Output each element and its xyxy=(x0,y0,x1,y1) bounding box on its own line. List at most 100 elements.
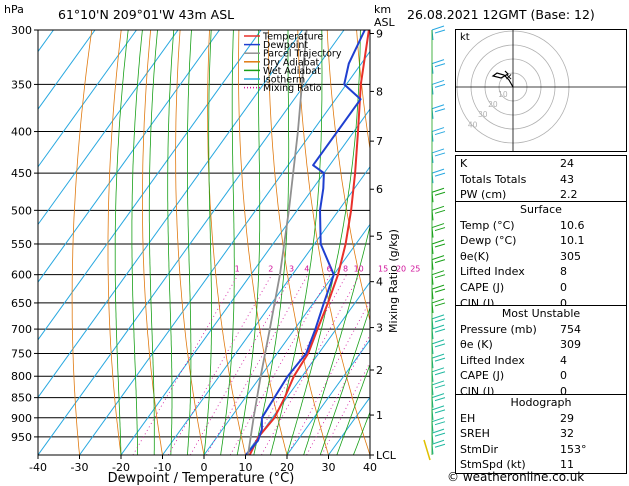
pressure-label: 550 xyxy=(11,238,32,251)
temperature-label: 0 xyxy=(201,461,208,474)
dewpoint-line xyxy=(245,30,366,455)
location-title: 61°10'N 209°01'W 43m ASL xyxy=(58,7,235,22)
table-row: SREH 32 xyxy=(456,426,626,442)
legend-label: Parcel Trajectory xyxy=(263,49,342,60)
legend-label: Isotherm xyxy=(263,75,305,86)
mixing-ratio-label: 15 xyxy=(378,265,388,274)
row-value: 305 xyxy=(560,249,581,263)
isotherm-line xyxy=(38,30,96,111)
wind-barb xyxy=(434,227,446,232)
mixing-ratio-line xyxy=(321,361,370,455)
wind-barb xyxy=(431,104,445,110)
row-value: 2.2 xyxy=(560,188,578,202)
pressure-label: 400 xyxy=(11,126,32,139)
isotherm-line xyxy=(162,165,370,455)
row-value: 10.6 xyxy=(560,218,585,232)
wind-barb xyxy=(431,324,445,330)
dry-adiabat xyxy=(175,30,205,455)
wind-barb xyxy=(434,318,446,323)
wind-barb xyxy=(434,432,446,437)
mixing-ratio-axis-label: Mixing Ratio (g/kg) xyxy=(387,229,400,333)
mixing-ratio-label: 20 xyxy=(396,265,406,274)
mixing-ratio-label: 4 xyxy=(304,265,309,274)
dry-adiabat xyxy=(207,30,246,455)
wet-adiabat xyxy=(270,30,323,455)
surface-title: Surface xyxy=(520,203,562,216)
mixing-ratio-label: 6 xyxy=(327,265,332,274)
pressure-label: 800 xyxy=(11,370,32,383)
row-value: 32 xyxy=(560,427,574,441)
mixing-ratio-label: 10 xyxy=(354,265,364,274)
row-label: StmSpd (kt) xyxy=(460,458,526,472)
isotherm-line xyxy=(38,30,179,226)
row-label: StmDir xyxy=(460,442,499,456)
mixing-ratio-line xyxy=(190,274,293,455)
wind-barb xyxy=(431,405,445,411)
table-row: K 24 xyxy=(456,156,626,172)
wet-adiabat xyxy=(131,30,143,455)
pressure-label: 850 xyxy=(11,392,32,405)
table-row: Pressure (mb) 754 xyxy=(456,322,626,338)
table-row: θe (K) 309 xyxy=(456,337,626,353)
height-label: 8 xyxy=(376,85,383,98)
wind-barb xyxy=(431,339,445,345)
isotherm-line xyxy=(38,30,137,168)
wind-barb xyxy=(434,397,446,402)
temperature-label: -20 xyxy=(112,461,130,474)
temperature-label: 20 xyxy=(280,461,294,474)
wind-barb xyxy=(434,302,446,307)
hodograph-ring-label: 30 xyxy=(478,110,488,119)
row-label: SREH xyxy=(460,427,490,441)
pressure-label: 600 xyxy=(11,269,32,282)
wind-barb xyxy=(434,371,446,376)
x-axis-label: Dewpoint / Temperature (°C) xyxy=(108,471,295,486)
wet-adiabat xyxy=(253,30,290,455)
wet-adiabat xyxy=(203,30,212,455)
parcel-trajectory-line xyxy=(247,30,308,455)
pressure-label: 900 xyxy=(11,412,32,425)
mixing-ratio-label: 2 xyxy=(268,265,273,274)
height-label: 6 xyxy=(376,183,383,196)
isotherm-line xyxy=(38,30,345,455)
dry-adiabat xyxy=(326,30,370,323)
wind-barb xyxy=(434,357,446,362)
wind-barb xyxy=(431,314,445,320)
pressure-label: 700 xyxy=(11,323,32,336)
row-label: Pressure (mb) xyxy=(460,322,537,336)
dry-adiabat xyxy=(356,30,370,152)
isotherm-line xyxy=(245,281,370,455)
table-row: StmDir 153° xyxy=(456,442,626,458)
table-row: Lifted Index 4 xyxy=(456,353,626,369)
dry-adiabat xyxy=(238,30,288,455)
most-unstable-panel: Most Unstable Pressure (mb) 754 θe (K) 309 L… xyxy=(455,305,627,401)
wind-barb xyxy=(431,298,445,304)
temperature-label: -30 xyxy=(71,461,89,474)
row-label: CAPE (J) xyxy=(460,280,505,294)
row-label: θe(K) xyxy=(460,249,490,263)
wind-barb xyxy=(434,288,446,293)
temperature-label: 10 xyxy=(239,461,253,474)
row-label: Dewp (°C) xyxy=(460,234,517,248)
wet-adiabat xyxy=(148,30,158,455)
mixing-ratio-label: 3 xyxy=(289,265,294,274)
legend-label: Temperature xyxy=(262,32,323,43)
wind-barb xyxy=(431,428,445,434)
mixing-ratio-label: 25 xyxy=(410,265,420,274)
wind-barb xyxy=(434,328,446,333)
hodograph-trace xyxy=(491,70,514,88)
row-label: Totals Totals xyxy=(460,172,527,186)
km-label: km xyxy=(374,3,392,16)
table-row: Lifted Index 8 xyxy=(456,264,626,280)
wind-barb xyxy=(434,259,446,264)
row-value: 0 xyxy=(560,280,567,294)
row-label: Lifted Index xyxy=(460,353,525,367)
row-value: 754 xyxy=(560,322,581,336)
mixing-ratio-line xyxy=(132,274,239,455)
storm-motion-marker: ✕ xyxy=(505,73,513,83)
row-value: 309 xyxy=(560,338,581,352)
table-row: EH 29 xyxy=(456,411,626,427)
height-label: 3 xyxy=(376,322,383,335)
row-value: 11 xyxy=(560,458,574,472)
wind-barb xyxy=(431,205,445,211)
